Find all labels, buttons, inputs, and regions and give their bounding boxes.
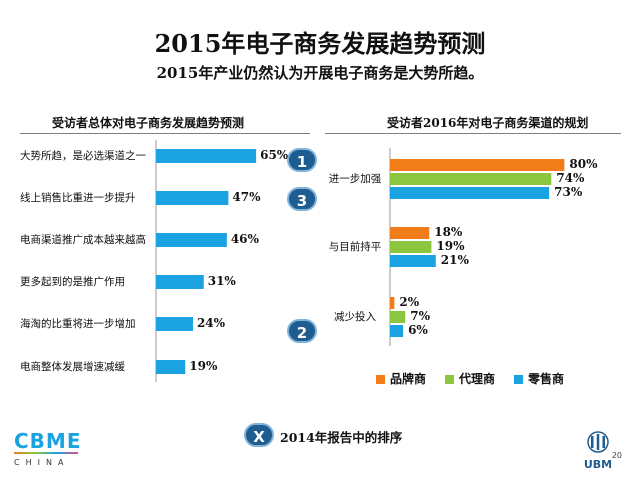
left-chart-divider (20, 133, 310, 134)
ubm-logo-text: UBM (583, 458, 613, 471)
legend-agent-label: 代理商 (459, 372, 496, 386)
right-value-label-0-1: 74% (556, 171, 585, 185)
left-value-label-1: 47% (232, 190, 261, 204)
left-category-label-5: 电商整体发展增速减缓 (20, 361, 125, 373)
left-value-label-3: 31% (207, 274, 236, 288)
left-bar-5 (156, 360, 186, 374)
right-bar-1-1 (390, 241, 432, 253)
right-bar-0-1 (390, 173, 552, 185)
right-category-label-0: 进一步加强 (328, 173, 382, 185)
left-chart-title: 受访者总体对电子商务发展趋势预测 (52, 116, 245, 130)
legend-brand: 品牌商 (376, 370, 426, 387)
left-bar-0 (156, 149, 257, 163)
right-value-label-1-0: 18% (434, 225, 463, 239)
left-value-label-4: 24% (196, 316, 226, 330)
note-badge: X (244, 423, 274, 447)
page-number: 20 (611, 451, 622, 460)
rank-badge-1: 1 (287, 148, 317, 172)
page-subtitle: 2015年产业仍然认为开展电子商务是大势所趋。 (156, 64, 484, 82)
right-value-label-0-2: 73% (554, 185, 583, 199)
rank-badge-2: 2 (287, 319, 317, 343)
legend-retail-swatch (514, 375, 523, 384)
footer-note: 2014年报告中的排序 (280, 430, 403, 445)
legend-agent: 代理商 (445, 370, 495, 387)
right-bar-0-0 (390, 159, 565, 171)
right-value-label-1-1: 19% (436, 239, 465, 253)
legend-agent-swatch (445, 375, 454, 384)
right-bar-0-2 (390, 187, 550, 199)
left-category-label-3: 更多起到的是推广作用 (20, 276, 125, 288)
left-category-label-4: 海淘的比重将进一步增加 (20, 318, 136, 330)
right-value-label-1-2: 21% (440, 253, 469, 267)
right-value-label-2-1: 7% (410, 309, 431, 323)
right-chart-title: 受访者2016年对电子商务渠道的规划 (387, 116, 589, 130)
right-bar-2-1 (390, 311, 406, 323)
rank-badge-3: 3 (287, 187, 317, 211)
right-category-label-1: 与目前持平 (328, 241, 382, 253)
legend-brand-label: 品牌商 (390, 372, 427, 386)
page-title: 2015年电子商务发展趋势预测 (154, 29, 486, 58)
legend-retail: 零售商 (514, 370, 564, 387)
right-value-label-0-0: 80% (569, 157, 598, 171)
right-value-label-2-2: 6% (408, 323, 428, 337)
left-bar-3 (156, 275, 204, 289)
ubm-logo: UBM (580, 431, 616, 471)
left-value-label-5: 19% (189, 359, 218, 373)
cbme-logo: CBME CHINA (14, 430, 84, 470)
left-bar-1 (156, 191, 229, 205)
right-bar-1-2 (390, 255, 436, 267)
left-category-label-0: 大势所趋，是必选渠道之一 (20, 150, 146, 162)
left-value-label-2: 46% (230, 232, 259, 246)
left-category-label-1: 线上销售比重进一步提升 (20, 192, 136, 204)
cbme-logo-sub: CHINA (14, 458, 70, 467)
right-chart-divider (325, 133, 621, 134)
left-bar-4 (156, 317, 193, 331)
cbme-logo-text: CBME (14, 429, 82, 453)
right-bar-2-0 (390, 297, 395, 309)
legend-retail-label: 零售商 (528, 372, 565, 386)
right-bar-2-2 (390, 325, 404, 337)
right-bar-1-0 (390, 227, 430, 239)
left-bar-2 (156, 233, 227, 247)
right-category-label-2: 减少投入 (334, 311, 376, 323)
ubm-logo-mark (587, 431, 609, 453)
right-value-label-2-0: 2% (399, 295, 420, 309)
left-category-label-2: 电商渠道推广成本越来越高 (20, 234, 146, 246)
legend-brand-swatch (376, 375, 385, 384)
cbme-logo-stripe (14, 452, 78, 454)
left-value-label-0: 65% (260, 148, 289, 162)
